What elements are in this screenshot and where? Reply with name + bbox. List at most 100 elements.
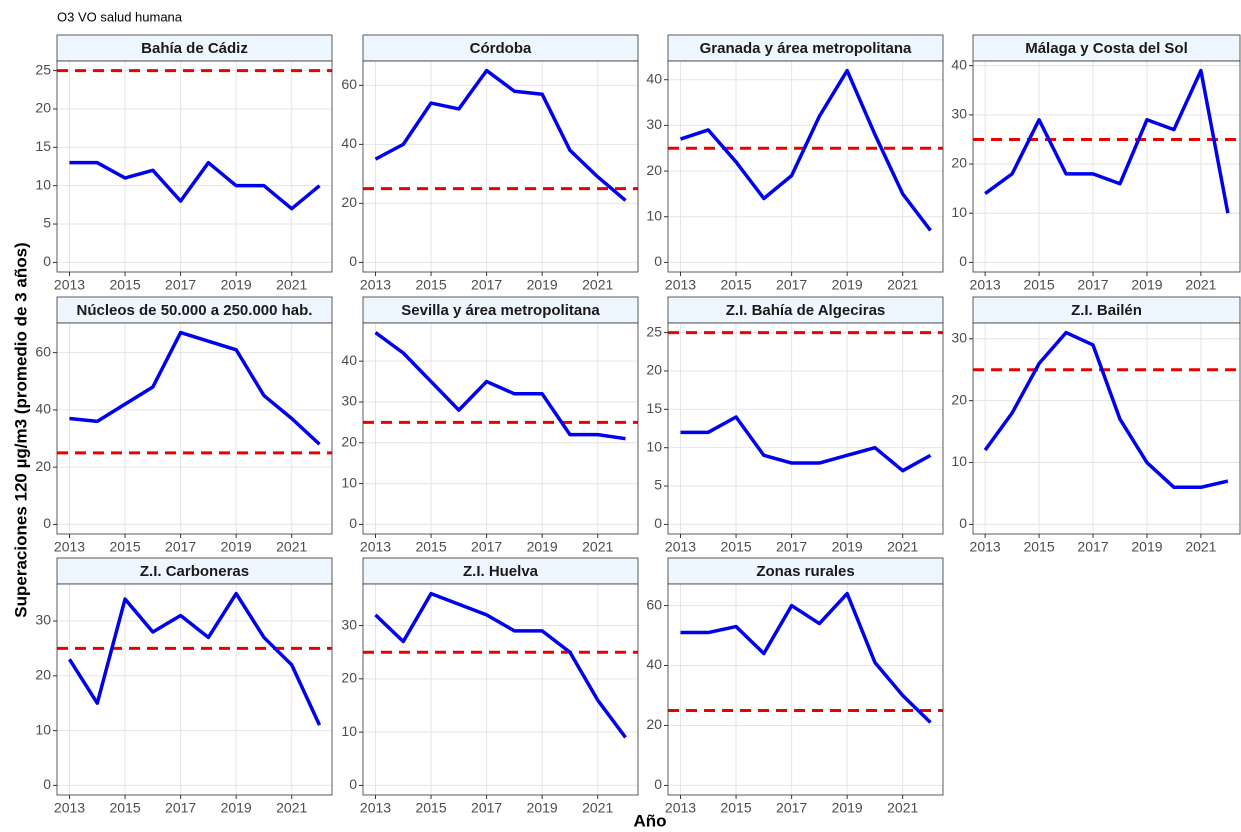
y-tick-label: 40	[35, 401, 51, 417]
panel-border	[56, 583, 333, 796]
y-tick-label: 20	[35, 100, 51, 116]
panel-border	[362, 322, 639, 535]
x-tick-label: 2021	[1185, 539, 1216, 555]
panel-border	[972, 322, 1241, 535]
data-line	[374, 591, 627, 739]
x-tick-label: 2013	[54, 277, 85, 293]
y-tick-label: 40	[341, 135, 357, 151]
y-tick-label: 20	[646, 362, 662, 378]
panel	[363, 61, 638, 272]
x-tick-label: 2019	[221, 277, 252, 293]
y-tick-label: 40	[341, 352, 357, 368]
y-tick-label: 20	[341, 433, 357, 449]
x-tick-label: 2015	[415, 277, 446, 293]
panel	[973, 323, 1240, 534]
y-tick-label: 20	[646, 162, 662, 178]
panel-border	[667, 583, 944, 796]
panel-title: Málaga y Costa del Sol	[1025, 40, 1188, 57]
x-tick-label: 2013	[54, 539, 85, 555]
y-tick-label: 0	[959, 515, 967, 531]
panel-title: Córdoba	[470, 40, 532, 57]
panel-border	[56, 322, 333, 535]
strip	[972, 34, 1241, 62]
data-line	[983, 330, 1229, 490]
x-tick-label: 2017	[1077, 277, 1108, 293]
y-tick-label: 30	[35, 612, 51, 628]
data-line	[69, 330, 321, 446]
x-tick-label: 2015	[720, 277, 751, 293]
y-tick-label: 20	[341, 670, 357, 686]
y-tick-label: 10	[341, 723, 357, 739]
x-tick-label: 2019	[1131, 277, 1162, 293]
panel-border	[972, 60, 1241, 273]
y-tick-label: 0	[349, 253, 357, 269]
panel	[668, 61, 943, 272]
panel	[973, 61, 1240, 272]
x-tick-label: 2013	[360, 800, 391, 816]
y-tick-label: 0	[654, 776, 662, 792]
x-tick-label: 2021	[582, 277, 613, 293]
y-tick-label: 10	[646, 438, 662, 454]
x-tick-label: 2019	[832, 277, 863, 293]
x-tick-label: 2013	[970, 539, 1001, 555]
strip	[667, 34, 944, 62]
strip	[56, 557, 333, 585]
data-line	[68, 591, 322, 726]
y-tick-label: 60	[646, 596, 662, 612]
y-tick-label: 0	[349, 515, 357, 531]
y-tick-label: 20	[951, 155, 967, 171]
panel	[57, 61, 332, 272]
y-tick-label: 20	[951, 391, 967, 407]
y-tick-label: 20	[35, 667, 51, 683]
x-axis-label: Año	[633, 811, 666, 830]
x-tick-label: 2017	[165, 277, 196, 293]
data-line	[680, 415, 932, 473]
y-tick-label: 0	[43, 776, 51, 792]
x-tick-label: 2015	[415, 800, 446, 816]
x-tick-label: 2015	[109, 539, 140, 555]
x-tick-label: 2019	[832, 800, 863, 816]
x-tick-label: 2017	[776, 539, 807, 555]
panel	[668, 323, 943, 534]
data-line	[679, 68, 932, 232]
y-tick-label: 0	[43, 253, 51, 269]
x-tick-label: 2021	[582, 800, 613, 816]
x-tick-label: 2019	[1131, 539, 1162, 555]
panel-title: Granada y área metropolitana	[700, 40, 912, 57]
x-tick-label: 2021	[582, 539, 613, 555]
data-line	[984, 68, 1230, 214]
y-tick-label: 10	[951, 204, 967, 220]
x-tick-label: 2013	[970, 277, 1001, 293]
strip	[362, 34, 639, 62]
x-tick-label: 2015	[415, 539, 446, 555]
x-tick-label: 2021	[276, 800, 307, 816]
panel-border	[362, 583, 639, 796]
y-tick-label: 0	[43, 515, 51, 531]
y-tick-label: 15	[646, 400, 662, 416]
x-tick-label: 2017	[471, 277, 502, 293]
x-tick-label: 2019	[527, 800, 558, 816]
panel-border	[362, 60, 639, 273]
data-line	[374, 331, 626, 441]
x-tick-label: 2017	[1077, 539, 1108, 555]
x-tick-label: 2013	[360, 539, 391, 555]
strip	[362, 557, 639, 585]
y-tick-label: 40	[646, 656, 662, 672]
y-tick-label: 15	[35, 138, 51, 154]
y-axis-label: Superaciones 120 µg/m3 (promedio de 3 añ…	[11, 242, 30, 617]
y-tick-label: 20	[35, 458, 51, 474]
y-tick-label: 10	[951, 453, 967, 469]
x-tick-label: 2017	[165, 800, 196, 816]
x-tick-label: 2019	[221, 800, 252, 816]
strip	[56, 34, 333, 62]
y-tick-label: 0	[654, 515, 662, 531]
y-tick-label: 5	[43, 215, 51, 231]
x-tick-label: 2019	[221, 539, 252, 555]
x-tick-label: 2017	[776, 277, 807, 293]
panel	[57, 584, 332, 795]
panel-border	[56, 60, 333, 273]
y-tick-label: 10	[35, 721, 51, 737]
x-tick-label: 2017	[776, 800, 807, 816]
y-tick-label: 25	[35, 61, 51, 77]
x-tick-label: 2013	[360, 277, 391, 293]
